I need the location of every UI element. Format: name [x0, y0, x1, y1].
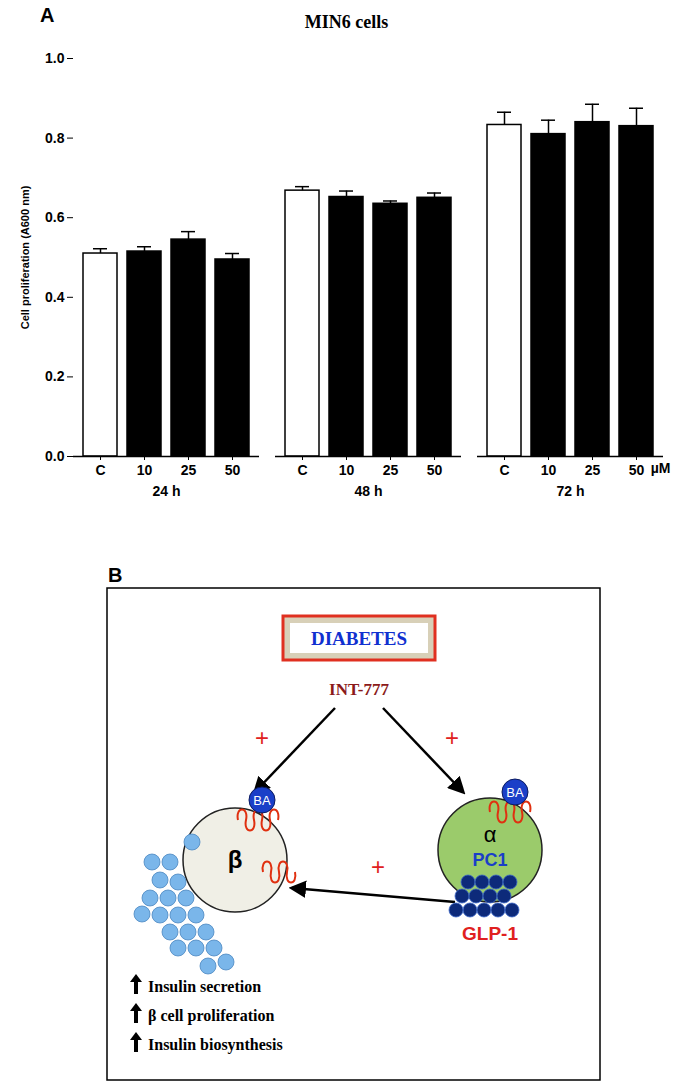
svg-text:GLP-1: GLP-1: [462, 923, 518, 944]
svg-text:Insulin biosynthesis: Insulin biosynthesis: [148, 1036, 283, 1054]
svg-text:0.8: 0.8: [45, 130, 65, 146]
svg-text:10: 10: [339, 462, 355, 478]
svg-text:1.0: 1.0: [45, 50, 65, 66]
svg-text:10: 10: [541, 462, 557, 478]
svg-text:50: 50: [427, 462, 443, 478]
svg-text:0.2: 0.2: [45, 368, 65, 384]
svg-text:50: 50: [225, 462, 241, 478]
svg-text:0.6: 0.6: [45, 209, 65, 225]
svg-text:25: 25: [181, 462, 197, 478]
svg-text:BA: BA: [506, 785, 524, 800]
svg-text:µM: µM: [651, 460, 671, 476]
svg-text:B: B: [108, 564, 122, 586]
html-text:A: A: [40, 4, 55, 26]
svg-text:72 h: 72 h: [556, 483, 584, 499]
svg-text:25: 25: [383, 462, 399, 478]
svg-text:+: +: [445, 724, 459, 751]
svg-text:0.4: 0.4: [45, 289, 65, 305]
svg-text:β: β: [228, 846, 243, 873]
svg-text:24 h: 24 h: [152, 483, 180, 499]
svg-text:DIABETES: DIABETES: [311, 628, 407, 649]
svg-text:25: 25: [585, 462, 601, 478]
svg-text:C: C: [297, 462, 307, 478]
svg-text:48 h: 48 h: [354, 483, 382, 499]
svg-text:α: α: [484, 822, 497, 847]
svg-text:10: 10: [137, 462, 153, 478]
svg-text:Cell proliferation (A600 nm): Cell proliferation (A600 nm): [19, 185, 31, 329]
svg-text:50: 50: [629, 462, 645, 478]
svg-text:INT-777: INT-777: [329, 680, 389, 699]
svg-text:BA: BA: [253, 793, 271, 808]
svg-text:C: C: [95, 462, 105, 478]
svg-text:+: +: [255, 724, 269, 751]
svg-text:+: +: [371, 853, 385, 880]
svg-text:Insulin secretion: Insulin secretion: [148, 978, 261, 995]
svg-text:C: C: [499, 462, 509, 478]
svg-text:PC1: PC1: [472, 850, 507, 870]
svg-text:0.0: 0.0: [45, 448, 65, 464]
svg-text:β cell proliferation: β cell proliferation: [148, 1007, 274, 1025]
html-text:MIN6 cells: MIN6 cells: [304, 12, 389, 32]
